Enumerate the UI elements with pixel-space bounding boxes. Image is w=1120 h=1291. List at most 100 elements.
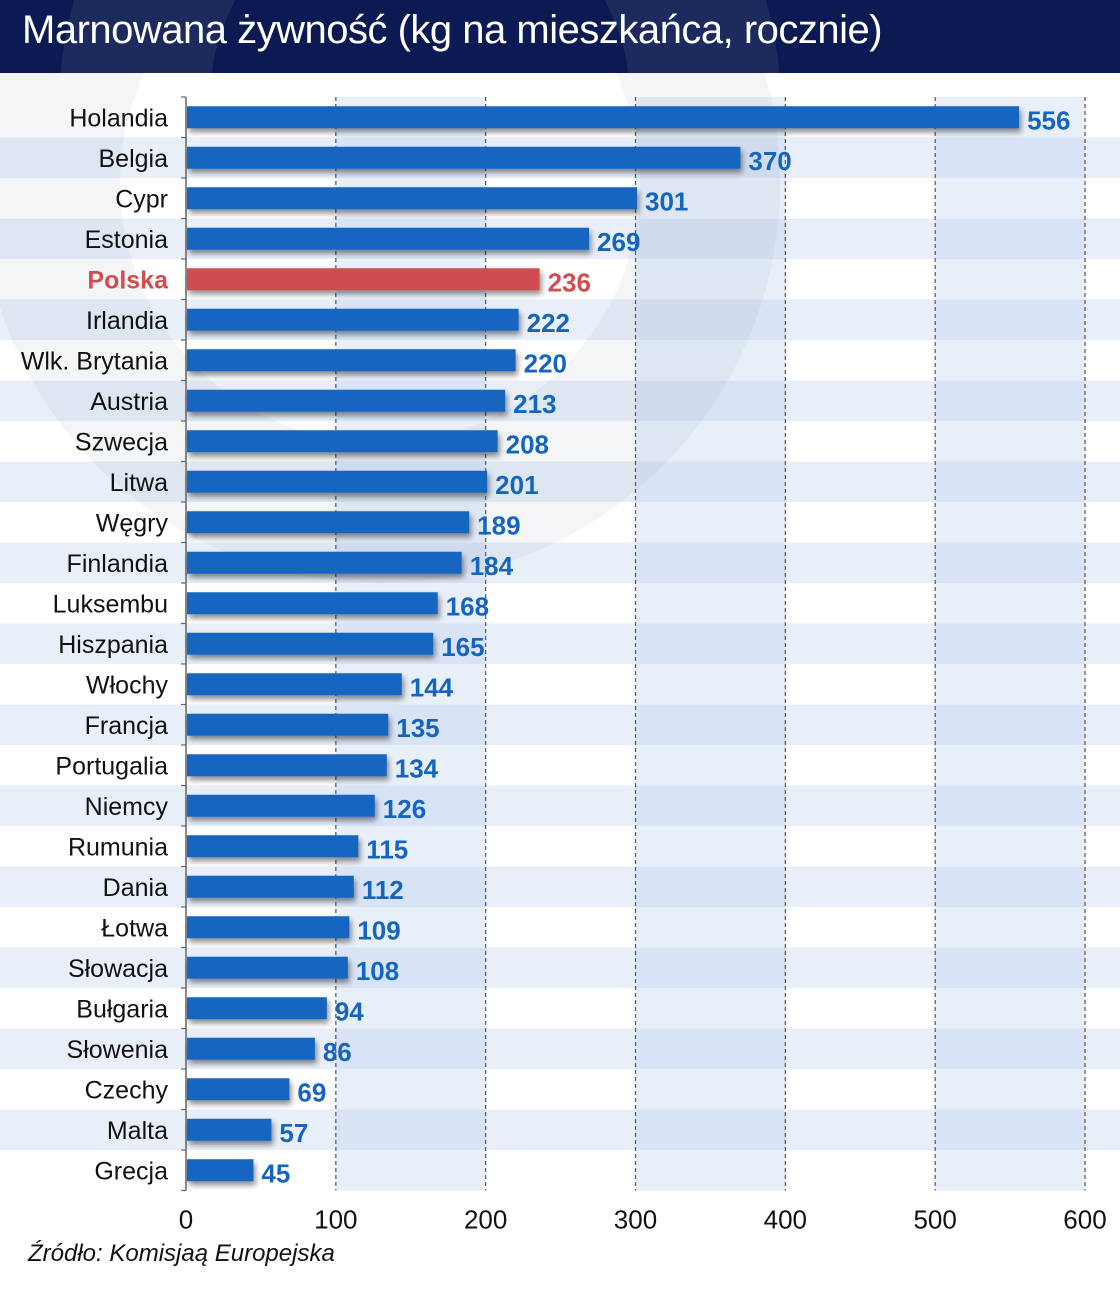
column-band [335, 947, 486, 988]
category-label: Czechy [85, 1076, 169, 1104]
category-label: Szwecja [75, 428, 168, 456]
bar [187, 835, 359, 858]
category-label: Belgia [99, 145, 169, 173]
category-label: Hiszpania [58, 631, 168, 659]
column-band [335, 907, 486, 948]
column-band [935, 745, 1085, 786]
bar [187, 916, 350, 939]
column-band [935, 218, 1085, 259]
column-band [935, 502, 1085, 543]
bar-chart: Holandia Belgia Cypr Estonia Polska Irlandia W… [0, 73, 1120, 1233]
column-band [635, 704, 786, 745]
value-label: 134 [395, 753, 439, 783]
column-band [335, 1109, 486, 1150]
value-label: 269 [597, 227, 640, 257]
category-label: Rumunia [68, 833, 168, 861]
column-band [635, 178, 786, 219]
bar [187, 227, 590, 250]
bar [187, 268, 540, 291]
column-band [635, 745, 786, 786]
category-label: Łotwa [101, 914, 168, 942]
category-label: Cypr [115, 185, 168, 213]
category-label: Dania [103, 874, 168, 902]
column-band [935, 1028, 1085, 1069]
bar [187, 754, 387, 777]
value-label: 108 [356, 956, 399, 986]
column-band [635, 785, 786, 826]
column-band [635, 623, 786, 664]
value-label: 189 [477, 510, 520, 540]
x-tick-label: 0 [179, 1205, 193, 1234]
column-band [635, 1109, 786, 1150]
category-label: Portugalia [55, 752, 168, 780]
chart-title: Marnowana żywność (kg na mieszkańca, roc… [22, 8, 883, 52]
value-label: 201 [495, 470, 538, 500]
value-label: 126 [383, 794, 426, 824]
column-band [935, 542, 1085, 583]
column-band [635, 1069, 786, 1110]
bar [187, 1078, 290, 1101]
value-label: 94 [335, 996, 364, 1026]
column-band [635, 988, 786, 1029]
value-label: 69 [297, 1077, 326, 1107]
column-band [635, 461, 786, 502]
plot-background [0, 97, 1120, 1191]
bar [187, 349, 516, 372]
column-band [635, 218, 786, 259]
category-label: Węgry [96, 509, 169, 537]
column-band [635, 947, 786, 988]
value-label: 86 [323, 1037, 352, 1067]
category-label: Luksembu [53, 590, 168, 618]
value-label: 112 [362, 875, 404, 905]
category-label: Finlandia [67, 550, 169, 578]
bar [187, 592, 438, 615]
category-label: Bułgaria [76, 995, 168, 1023]
value-label: 556 [1027, 105, 1070, 135]
value-label: 109 [357, 915, 400, 945]
column-band [635, 421, 786, 462]
column-band [635, 1150, 786, 1191]
column-band [935, 704, 1085, 745]
column-band [935, 947, 1085, 988]
bar [187, 956, 348, 979]
bar [187, 430, 498, 453]
bar [187, 1159, 254, 1182]
bar [187, 551, 462, 574]
chart-header: Marnowana żywność (kg na mieszkańca, roc… [0, 0, 1120, 460]
bar [187, 308, 519, 331]
bar [187, 1118, 272, 1141]
bar [187, 875, 354, 898]
category-label: Holandia [69, 104, 168, 132]
category-label: Francja [85, 712, 168, 740]
x-tick-label: 400 [764, 1205, 807, 1234]
column-band [935, 826, 1085, 867]
column-band [635, 340, 786, 381]
column-band [335, 1028, 486, 1069]
column-band [335, 988, 486, 1029]
value-label: 115 [366, 834, 408, 864]
value-label: 168 [446, 591, 489, 621]
x-tick-label: 300 [614, 1205, 657, 1234]
column-band [935, 137, 1085, 178]
value-label: 184 [470, 551, 514, 581]
bar [187, 794, 375, 817]
value-label: 213 [513, 389, 556, 419]
bar [187, 997, 327, 1020]
column-band [335, 1150, 486, 1191]
column-band [935, 461, 1085, 502]
column-band [335, 866, 486, 907]
bar [187, 187, 637, 210]
column-band [935, 421, 1085, 462]
column-band [335, 826, 486, 867]
category-label: Wlk. Brytania [21, 347, 168, 375]
column-band [635, 907, 786, 948]
category-label: Austria [90, 388, 168, 416]
source-note: Źródło: Komisjaą Europejska [28, 1240, 335, 1267]
bar [187, 1037, 315, 1060]
column-band [935, 583, 1085, 624]
column-band [635, 826, 786, 867]
category-label: Niemcy [85, 793, 169, 821]
value-label: 236 [548, 267, 591, 297]
column-band [635, 299, 786, 340]
